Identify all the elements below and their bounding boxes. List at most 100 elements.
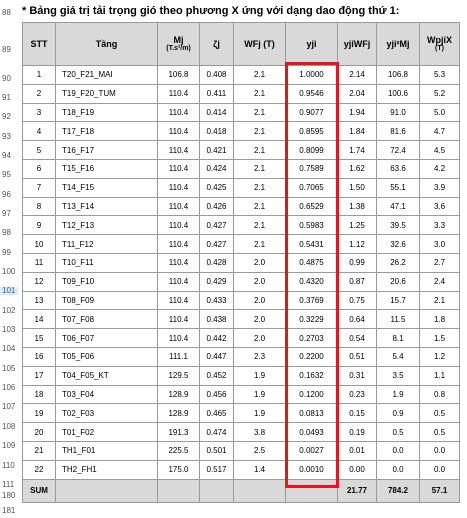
cell-tang[interactable]: T07_F08 (55, 309, 158, 330)
header-yji[interactable]: yji (285, 22, 338, 66)
cell-stt[interactable]: 8 (22, 196, 56, 217)
cell-wpjix[interactable]: 0.0 (419, 459, 460, 480)
cell-yjiwfj[interactable]: 0.00 (337, 459, 377, 480)
cell-tang[interactable]: T08_F09 (55, 290, 158, 311)
cell-mj[interactable]: 110.4 (157, 83, 200, 104)
cell-yji[interactable]: 0.9077 (285, 102, 338, 123)
cell-yjiwfj[interactable]: 0.99 (337, 252, 377, 273)
cell-stt[interactable]: 3 (22, 102, 56, 123)
cell-stt[interactable]: 14 (22, 309, 56, 330)
cell-yji2mj[interactable]: 8.1 (376, 328, 420, 348)
cell-yjiwfj[interactable]: 0.54 (337, 328, 377, 348)
cell-stt[interactable]: 6 (22, 158, 56, 179)
cell-zeta[interactable]: 0.426 (199, 196, 234, 217)
row-number[interactable]: 111 (2, 479, 15, 489)
cell-mj[interactable]: 110.4 (157, 328, 200, 348)
cell-yji[interactable]: 0.1200 (285, 384, 338, 405)
cell-wfj[interactable]: 2.1 (233, 121, 286, 142)
cell-yjiwfj[interactable]: 1.12 (337, 234, 377, 254)
header-yjiwfj[interactable]: yjiWFj (337, 22, 377, 66)
cell-wfj[interactable]: 2.1 (233, 158, 286, 179)
cell-zeta[interactable]: 0.424 (199, 158, 234, 179)
cell-yji[interactable]: 0.7065 (285, 177, 338, 198)
cell-yjiwfj[interactable]: 1.84 (337, 121, 377, 142)
cell-yjiwfj[interactable]: 1.62 (337, 158, 377, 179)
cell-zeta[interactable]: 0.501 (199, 440, 234, 461)
cell-wpjix[interactable]: 5.3 (419, 65, 460, 85)
cell-zeta[interactable]: 0.433 (199, 290, 234, 311)
cell-mj[interactable]: 110.4 (157, 290, 200, 311)
row-number[interactable]: 102 (2, 305, 16, 315)
cell-wpjix[interactable]: 0.8 (419, 384, 460, 405)
cell-yji2mj[interactable]: 5.4 (376, 346, 420, 367)
cell-wpjix[interactable]: 3.6 (419, 196, 460, 217)
cell-yji2mj[interactable]: 91.0 (376, 102, 420, 123)
cell-yjiwfj[interactable]: 2.14 (337, 65, 377, 85)
cell-zeta[interactable]: 0.452 (199, 365, 234, 386)
cell-wpjix[interactable]: 5.0 (419, 102, 460, 123)
cell-wpjix[interactable]: 3.3 (419, 215, 460, 236)
cell-tang[interactable]: T09_F10 (55, 271, 158, 292)
cell-wfj[interactable]: 2.0 (233, 328, 286, 348)
cell-wpjix[interactable]: 4.5 (419, 140, 460, 160)
cell-stt[interactable]: 15 (22, 328, 56, 348)
cell-zeta[interactable]: 0.425 (199, 177, 234, 198)
cell-tang[interactable]: T14_F15 (55, 177, 158, 198)
cell-yji2mj[interactable]: 55.1 (376, 177, 420, 198)
cell-tang[interactable]: T19_F20_TUM (55, 83, 158, 104)
cell-stt[interactable]: 13 (22, 290, 56, 311)
cell-yjiwfj[interactable]: 0.87 (337, 271, 377, 292)
cell-stt[interactable]: 5 (22, 140, 56, 160)
cell-wfj[interactable]: 1.9 (233, 384, 286, 405)
row-number[interactable]: 110 (2, 460, 15, 470)
row-number[interactable]: 101 (0, 287, 18, 296)
cell-yjiwfj[interactable]: 0.23 (337, 384, 377, 405)
cell-yji[interactable]: 0.2200 (285, 346, 338, 367)
cell-tang[interactable]: T01_F02 (55, 422, 158, 442)
cell-yji2mj[interactable]: 0.0 (376, 440, 420, 461)
cell-mj[interactable]: 128.9 (157, 384, 200, 405)
row-number[interactable]: 181 (2, 506, 16, 515)
cell-yjiwfj[interactable]: 1.38 (337, 196, 377, 217)
cell-wpjix[interactable]: 0.5 (419, 403, 460, 424)
cell-yji2mj[interactable]: 0.5 (376, 422, 420, 442)
cell-yjiwfj[interactable]: 0.31 (337, 365, 377, 386)
row-number[interactable]: 180 (2, 491, 16, 500)
header-wpjix[interactable]: WpjiX (T) (419, 22, 460, 66)
row-number[interactable]: 88 (2, 8, 11, 17)
row-number[interactable]: 105 (2, 363, 16, 373)
cell-yji[interactable]: 0.5983 (285, 215, 338, 236)
cell-yji[interactable]: 0.2703 (285, 328, 338, 348)
cell-wpjix[interactable]: 5.2 (419, 83, 460, 104)
cell-wfj[interactable]: 2.3 (233, 346, 286, 367)
sum-cell[interactable] (55, 478, 158, 503)
cell-wfj[interactable]: 2.0 (233, 271, 286, 292)
cell-zeta[interactable]: 0.408 (199, 65, 234, 85)
cell-mj[interactable]: 111.1 (157, 346, 200, 367)
cell-yjiwfj[interactable]: 0.51 (337, 346, 377, 367)
cell-tang[interactable]: T02_F03 (55, 403, 158, 424)
cell-mj[interactable]: 110.4 (157, 177, 200, 198)
cell-stt[interactable]: 11 (22, 252, 56, 273)
row-number[interactable]: 109 (2, 441, 16, 451)
cell-yji[interactable]: 0.6529 (285, 196, 338, 217)
cell-wpjix[interactable]: 0.5 (419, 422, 460, 442)
cell-yji2mj[interactable]: 100.6 (376, 83, 420, 104)
cell-yji[interactable]: 0.4875 (285, 252, 338, 273)
cell-wfj[interactable]: 2.1 (233, 102, 286, 123)
sum-cell[interactable] (285, 478, 338, 503)
cell-stt[interactable]: 19 (22, 403, 56, 424)
cell-tang[interactable]: T13_F14 (55, 196, 158, 217)
cell-wfj[interactable]: 1.4 (233, 459, 286, 480)
cell-stt[interactable]: 12 (22, 271, 56, 292)
cell-wfj[interactable]: 2.1 (233, 140, 286, 160)
sum-yjiwfj[interactable]: 21.77 (337, 478, 377, 503)
sum-wpjix[interactable]: 57.1 (419, 478, 460, 503)
cell-stt[interactable]: 7 (22, 177, 56, 198)
cell-mj[interactable]: 110.4 (157, 309, 200, 330)
sum-label[interactable]: SUM (22, 478, 56, 503)
cell-zeta[interactable]: 0.456 (199, 384, 234, 405)
row-number[interactable]: 99 (2, 247, 11, 257)
cell-mj[interactable]: 128.9 (157, 403, 200, 424)
cell-tang[interactable]: T03_F04 (55, 384, 158, 405)
